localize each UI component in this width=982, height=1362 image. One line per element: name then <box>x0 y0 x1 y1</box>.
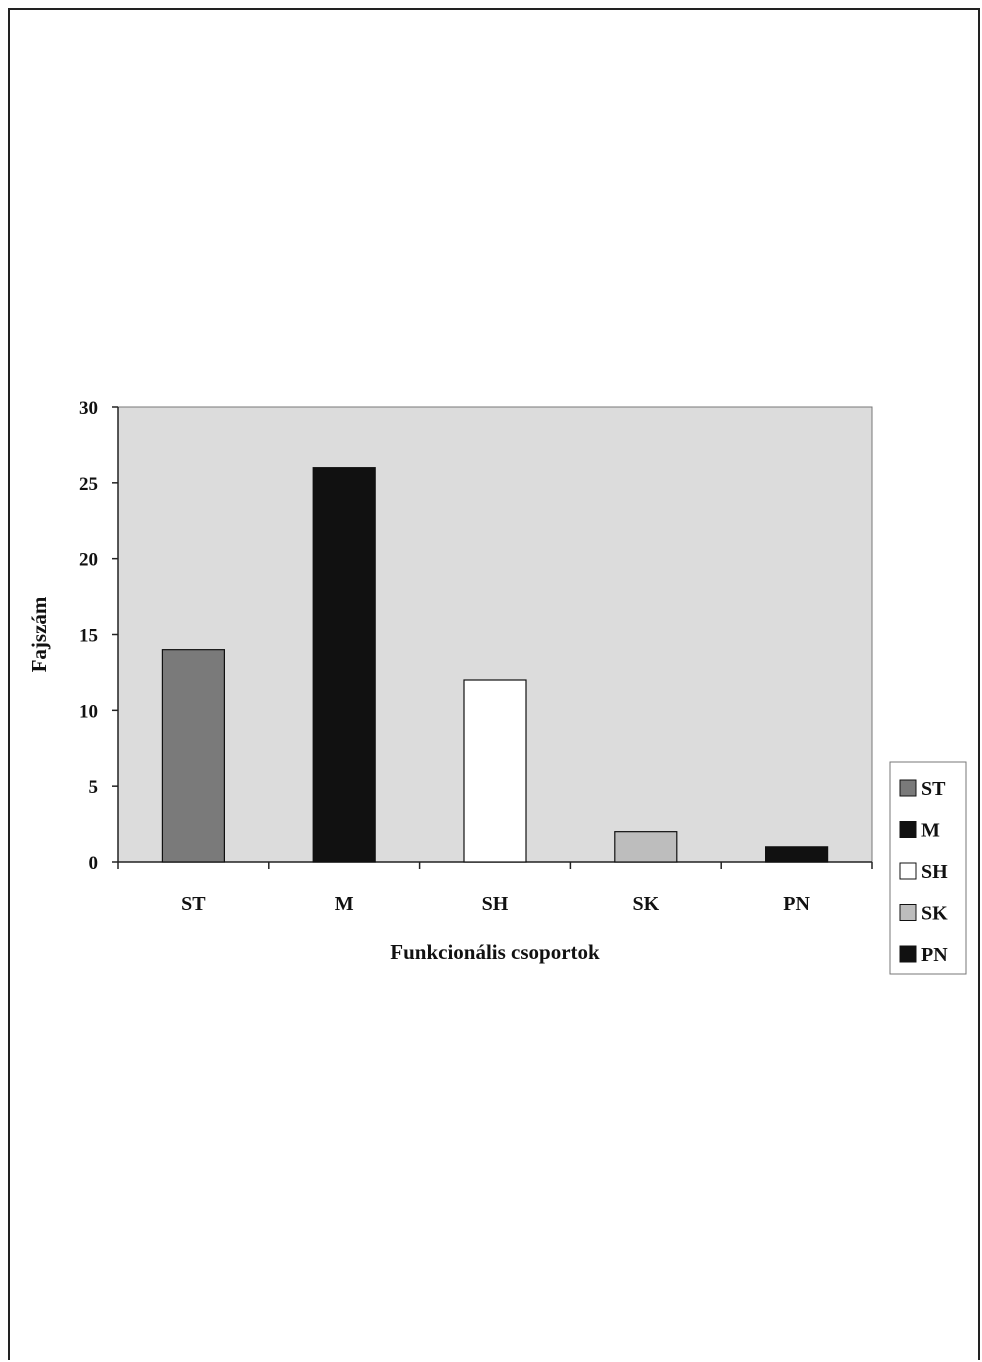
x-tick-label: SK <box>632 893 659 915</box>
x-tick-label: PN <box>783 893 810 915</box>
bar-sh <box>463 679 527 863</box>
bar-st <box>161 649 225 863</box>
x-axis: ST M SH SK PN <box>117 861 873 915</box>
legend-swatch-m <box>899 821 917 838</box>
legend-label: ST <box>921 778 946 800</box>
legend: ST M SH SK PN <box>889 761 967 975</box>
legend-swatch-st <box>899 779 917 797</box>
bar-pn <box>764 846 829 863</box>
y-axis-title: Fajszám <box>27 596 51 672</box>
bars <box>161 467 829 863</box>
x-tick-label: SH <box>482 893 509 915</box>
legend-label: M <box>921 820 940 842</box>
legend-swatch-sk <box>899 904 917 921</box>
legend-swatch-sh <box>899 862 917 880</box>
page-frame <box>8 8 980 1360</box>
legend-label: SK <box>921 903 948 925</box>
y-tick-label: 20 <box>79 550 98 571</box>
y-tick-label: 30 <box>79 398 98 419</box>
y-tick-label: 0 <box>89 853 99 874</box>
legend-label: SH <box>921 861 948 883</box>
x-tick-label: M <box>335 893 354 915</box>
x-tick-label: ST <box>181 893 206 915</box>
y-tick-label: 15 <box>79 626 98 647</box>
legend-swatch-pn <box>899 945 917 963</box>
bar-sk <box>614 831 678 863</box>
y-axis: 0 5 10 15 20 25 30 <box>79 398 119 874</box>
legend-label: PN <box>921 944 948 966</box>
y-tick-label: 25 <box>79 474 98 495</box>
bar-m <box>312 467 376 863</box>
y-tick-label: 5 <box>89 777 99 798</box>
y-tick-label: 10 <box>79 701 98 722</box>
x-axis-title: Funkcionális csoportok <box>390 940 600 964</box>
